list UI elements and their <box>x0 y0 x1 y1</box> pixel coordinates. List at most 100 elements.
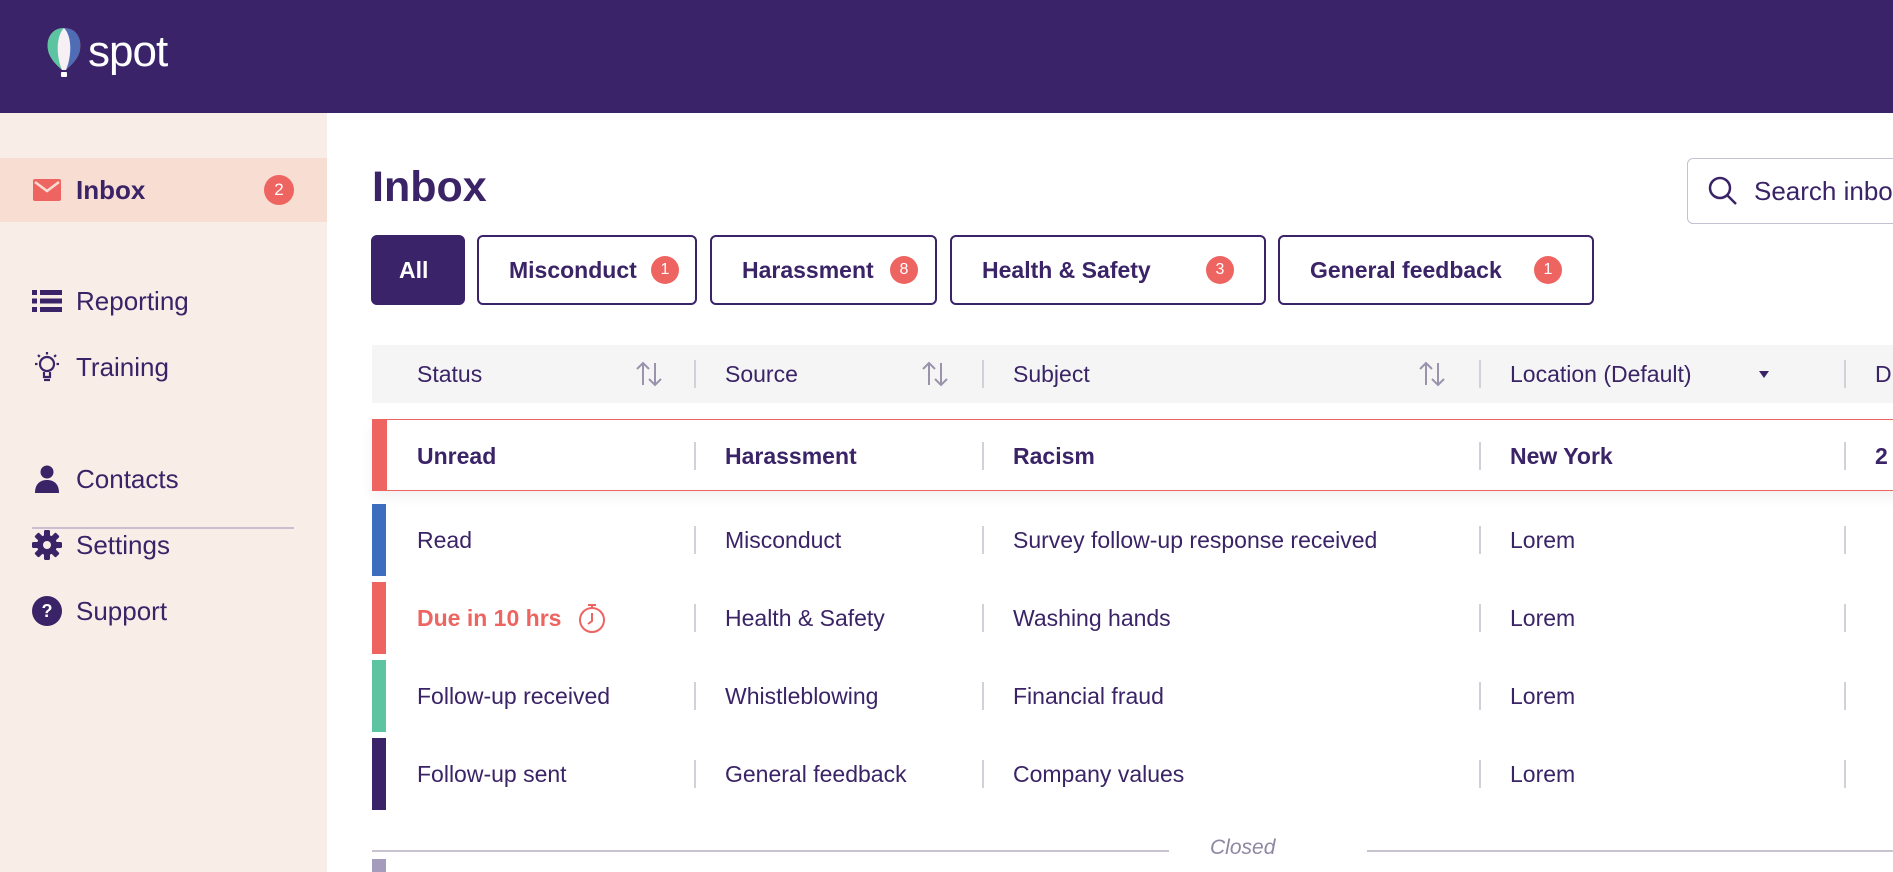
column-separator <box>1844 442 1846 470</box>
help-icon: ? <box>32 596 62 626</box>
row-status-bar <box>372 738 386 810</box>
column-separator <box>1479 526 1481 554</box>
column-separator <box>694 526 696 554</box>
sidebar-item-label: Support <box>76 595 168 626</box>
tab-label: General feedback <box>1310 256 1502 283</box>
sidebar-divider <box>32 527 294 529</box>
tab-health-safety[interactable]: Health & Safety 3 <box>950 235 1266 305</box>
column-separator <box>1844 604 1846 632</box>
table-row[interactable]: Due in 10 hrs Health & Safety Washing ha… <box>372 582 1893 654</box>
closed-section-divider: Closed <box>372 836 1893 866</box>
header-label: Location (Default) <box>1510 360 1692 387</box>
tab-all[interactable]: All <box>371 235 465 305</box>
search-icon <box>1708 176 1737 205</box>
tab-misconduct[interactable]: Misconduct 1 <box>477 235 697 305</box>
tab-general-feedback[interactable]: General feedback 1 <box>1278 235 1594 305</box>
row-subject: Company values <box>1013 760 1185 787</box>
tab-harassment[interactable]: Harassment 8 <box>710 235 937 305</box>
column-header-subject[interactable]: Subject <box>1013 345 1090 403</box>
sidebar-item-contacts[interactable]: Contacts <box>0 447 327 511</box>
row-status: Follow-up received <box>417 682 611 709</box>
tab-badge: 3 <box>1206 256 1234 284</box>
column-separator <box>694 604 696 632</box>
sidebar-item-inbox[interactable]: Inbox 2 <box>0 158 327 222</box>
table-header: Status Source Subject Location (Default)… <box>372 345 1893 403</box>
row-status: Due in 10 hrs <box>417 582 607 654</box>
sidebar-item-label: Reporting <box>76 285 189 316</box>
sidebar-item-label: Training <box>76 351 169 382</box>
sidebar: Inbox 2 Reporting Training Contacts Sett… <box>0 113 327 872</box>
header-label: Status <box>417 360 483 387</box>
sort-icon[interactable] <box>634 359 664 389</box>
row-location: Lorem <box>1510 604 1576 631</box>
tab-badge: 1 <box>1534 256 1562 284</box>
person-icon <box>32 464 62 494</box>
column-header-status[interactable]: Status <box>417 345 482 403</box>
header-label: Source <box>725 360 798 387</box>
column-separator[interactable] <box>1844 360 1846 388</box>
inbox-count-badge: 2 <box>264 175 294 205</box>
tab-badge: 8 <box>890 256 918 284</box>
row-status-bar <box>373 418 387 491</box>
column-separator[interactable] <box>1479 360 1481 388</box>
row-date: 2 <box>1875 442 1888 469</box>
row-location: New York <box>1510 442 1613 469</box>
column-separator[interactable] <box>694 360 696 388</box>
column-separator <box>1844 526 1846 554</box>
header-label: Subject <box>1013 360 1090 387</box>
row-status: Unread <box>417 442 497 469</box>
table-row[interactable]: Unread Harassment Racism New York 2 <box>372 418 1893 491</box>
tab-badge: 1 <box>651 256 679 284</box>
column-header-date[interactable]: D <box>1875 345 1892 403</box>
search-placeholder: Search inbox <box>1754 175 1893 206</box>
svg-text:?: ? <box>42 601 53 621</box>
tab-label: Harassment <box>742 256 874 283</box>
list-icon <box>32 286 62 316</box>
sidebar-item-support[interactable]: ? Support <box>0 579 327 643</box>
spot-logo[interactable]: spot <box>44 26 168 78</box>
sidebar-item-label: Contacts <box>76 463 179 494</box>
row-location: Lorem <box>1510 526 1576 553</box>
sidebar-item-reporting[interactable]: Reporting <box>0 269 327 333</box>
table-row[interactable]: Follow-up received Whistleblowing Financ… <box>372 660 1893 732</box>
column-separator <box>1479 604 1481 632</box>
divider-line <box>1367 850 1893 852</box>
row-status-bar <box>372 504 386 576</box>
column-separator <box>694 760 696 788</box>
column-separator <box>1479 442 1481 470</box>
table-row[interactable]: Follow-up sent General feedback Company … <box>372 738 1893 810</box>
sidebar-item-settings[interactable]: Settings <box>0 513 327 577</box>
column-header-source[interactable]: Source <box>725 345 798 403</box>
lightbulb-icon <box>32 352 62 382</box>
sidebar-item-label: Inbox <box>76 174 146 205</box>
sort-icon[interactable] <box>920 359 950 389</box>
column-separator <box>694 442 696 470</box>
sidebar-item-training[interactable]: Training <box>0 335 327 399</box>
row-status-bar <box>372 582 386 654</box>
column-separator <box>694 682 696 710</box>
mail-icon <box>32 175 62 205</box>
search-input[interactable]: Search inbox <box>1687 158 1893 224</box>
column-separator <box>1844 682 1846 710</box>
column-separator[interactable] <box>982 360 984 388</box>
row-source: Health & Safety <box>725 604 885 631</box>
due-label: Due in 10 hrs <box>417 604 562 631</box>
divider-line <box>372 850 1169 852</box>
row-source: General feedback <box>725 760 907 787</box>
sort-icon[interactable] <box>1417 359 1447 389</box>
row-status: Read <box>417 526 472 553</box>
header-label: D <box>1875 360 1892 387</box>
main-content: Inbox Search inbox All Misconduct 1 Hara… <box>327 113 1893 872</box>
column-separator <box>1844 760 1846 788</box>
row-subject: Survey follow-up response received <box>1013 526 1378 553</box>
closed-label: Closed <box>1210 836 1276 859</box>
gear-icon <box>32 530 62 560</box>
column-separator <box>1479 760 1481 788</box>
column-separator <box>982 604 984 632</box>
column-separator <box>982 760 984 788</box>
table-row[interactable]: Read Misconduct Survey follow-up respons… <box>372 504 1893 576</box>
row-status-bar <box>372 660 386 732</box>
column-header-location[interactable]: Location (Default) <box>1510 345 1692 403</box>
dropdown-caret-icon[interactable] <box>1759 371 1769 379</box>
row-source: Harassment <box>725 442 857 469</box>
